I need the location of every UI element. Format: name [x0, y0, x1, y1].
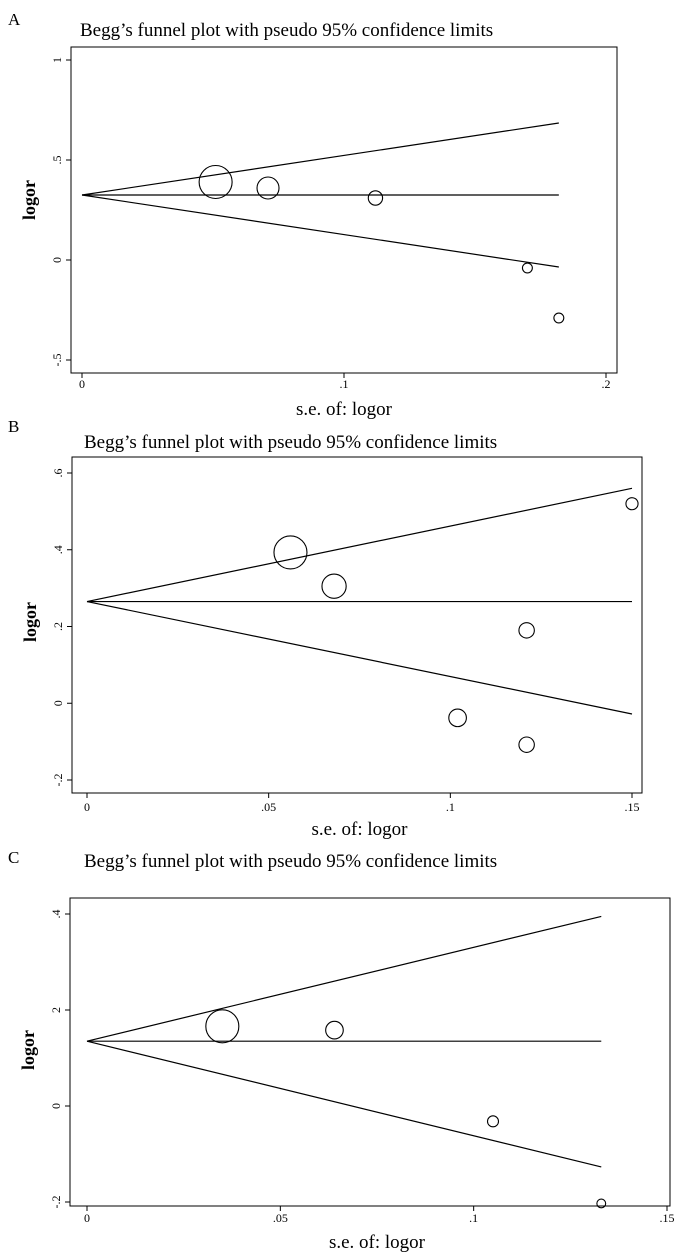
x-tick-label: .1 — [469, 1211, 478, 1225]
study-point — [273, 535, 308, 570]
study-point — [321, 573, 347, 599]
x-tick-label: .15 — [660, 1211, 675, 1225]
y-tick-label: -.2 — [49, 1196, 63, 1209]
study-point — [518, 736, 535, 753]
chart-title: Begg’s funnel plot with pseudo 95% confi… — [84, 432, 498, 453]
x-tick-label: .05 — [273, 1211, 288, 1225]
x-axis-title: s.e. of: logor — [311, 819, 408, 840]
lower-confidence-limit — [86, 600, 633, 715]
x-tick-label: .05 — [261, 800, 276, 814]
funnel-plot-b: -.2 0 .2 .4 .6 0 .05 .1 .15 logor s.e. of: logor — [20, 456, 643, 840]
x-tick-label: .2 — [602, 377, 611, 391]
study-point — [205, 1009, 240, 1044]
study-point — [518, 622, 535, 639]
study-point — [448, 708, 467, 728]
x-tick-label: .1 — [340, 377, 349, 391]
x-tick-label: 0 — [84, 800, 90, 814]
y-tick-label: .2 — [51, 622, 65, 631]
upper-confidence-limit — [81, 122, 559, 196]
plot-frame — [70, 46, 618, 374]
upper-confidence-limit — [86, 487, 633, 603]
panel-letter: A — [8, 10, 21, 29]
funnel-plot-panel-c: -.2 0 2 .4 0 .05 .1 .15 logor s.e. of: logor C Be… — [0, 842, 678, 1259]
y-tick-label: 1 — [50, 57, 64, 63]
study-point — [325, 1020, 344, 1040]
x-axis-title: s.e. of: logor — [296, 399, 393, 420]
x-tick-label: .15 — [625, 800, 640, 814]
y-tick-label: 2 — [49, 1007, 63, 1013]
funnel-plot-panel-a: -.5 0 .5 1 0 .1 .2 logor s.e. of: logor A Begg’s… — [0, 0, 678, 420]
y-tick-label: -.2 — [51, 774, 65, 787]
y-axis-title: logor — [19, 180, 39, 220]
funnel-plot-panel-b: -.2 0 .2 .4 .6 0 .05 .1 .15 logor s.e. of: logor B… — [0, 415, 678, 845]
plot-frame — [69, 897, 671, 1207]
study-point — [553, 312, 565, 324]
upper-confidence-limit — [86, 915, 602, 1042]
y-axis-title: logor — [20, 602, 40, 642]
study-point — [521, 262, 533, 274]
study-point — [367, 190, 384, 206]
lower-confidence-limit — [81, 194, 559, 268]
y-tick-label: .5 — [50, 156, 64, 165]
study-point — [486, 1115, 500, 1128]
y-tick-label: .6 — [51, 469, 65, 478]
funnel-plot-c: -.2 0 2 .4 0 .05 .1 .15 logor s.e. of: logor — [18, 897, 675, 1253]
study-point — [198, 164, 233, 200]
y-axis-title: logor — [18, 1030, 38, 1070]
study-point — [625, 497, 639, 511]
chart-title: Begg’s funnel plot with pseudo 95% confi… — [80, 20, 494, 41]
y-tick-label: 0 — [50, 257, 64, 263]
x-axis-title: s.e. of: logor — [329, 1232, 426, 1253]
y-tick-label: .4 — [51, 545, 65, 554]
x-tick-label: .1 — [446, 800, 455, 814]
plot-frame — [71, 456, 643, 794]
chart-title: Begg’s funnel plot with pseudo 95% confi… — [84, 851, 498, 872]
panel-letter: C — [8, 848, 20, 867]
y-tick-label: -.5 — [50, 354, 64, 367]
lower-confidence-limit — [86, 1040, 602, 1168]
panel-letter: B — [8, 417, 20, 436]
x-tick-label: 0 — [79, 377, 85, 391]
x-tick-label: 0 — [84, 1211, 90, 1225]
study-point — [256, 176, 280, 200]
y-tick-label: .4 — [49, 910, 63, 919]
y-tick-label: 0 — [51, 700, 65, 706]
study-point — [596, 1198, 607, 1209]
funnel-plot-a: -.5 0 .5 1 0 .1 .2 logor s.e. of: logor — [19, 46, 618, 420]
y-tick-label: 0 — [49, 1103, 63, 1109]
